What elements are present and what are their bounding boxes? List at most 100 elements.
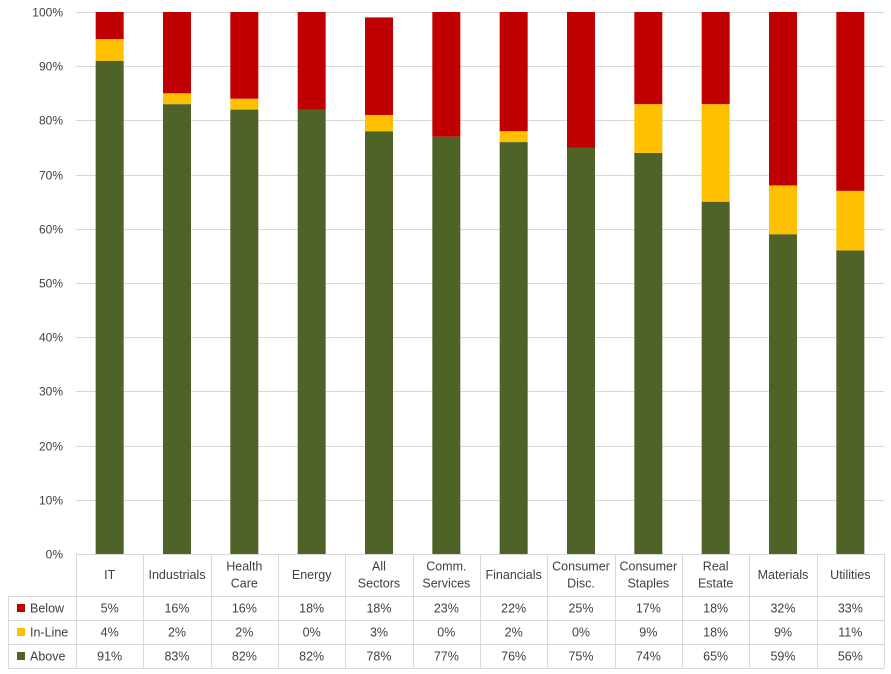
y-axis: 0% 10% 20% 30% 40% 50% 60% 70% 80% 90% 100%	[32, 6, 63, 562]
bar-segment-in-line	[836, 190, 865, 251]
table-cell-value: 23%	[434, 602, 459, 616]
table-cell-value: 2%	[168, 626, 186, 640]
y-tick-label: 40%	[39, 331, 63, 345]
bar-segment-in-line	[365, 114, 393, 132]
bar-segment-below	[230, 12, 259, 99]
table-cell-value: 18%	[366, 602, 391, 616]
bar-segment-in-line	[701, 104, 730, 202]
table-cell-value: 25%	[568, 602, 593, 616]
y-tick-label: 70%	[39, 169, 63, 183]
legend-label: Below	[30, 602, 65, 616]
table-cell-value: 0%	[437, 626, 455, 640]
bar-segment-below	[95, 12, 124, 40]
bar-segment-above	[769, 234, 797, 554]
y-tick-label: 60%	[39, 223, 63, 237]
table-cell-value: 9%	[639, 626, 657, 640]
category-label: Estate	[698, 577, 733, 591]
bar-segment-below	[297, 12, 326, 110]
y-tick-label: 80%	[39, 114, 63, 128]
legend-key-in-line	[17, 628, 25, 636]
category-label: Comm.	[426, 560, 466, 574]
category-label: Services	[422, 577, 470, 591]
category-label: Care	[231, 577, 258, 591]
bar-segment-below	[701, 12, 730, 105]
table-cell-value: 83%	[164, 650, 189, 664]
category-label: Materials	[758, 568, 809, 582]
category-label: Utilities	[830, 568, 870, 582]
y-tick-label: 50%	[39, 277, 63, 291]
table-cell-value: 77%	[434, 650, 459, 664]
bar-segment-in-line	[769, 185, 797, 235]
table-cell-value: 32%	[770, 602, 795, 616]
y-tick-label: 90%	[39, 60, 63, 74]
table-cell-value: 82%	[299, 650, 324, 664]
bar-segment-above	[836, 250, 865, 555]
table-cell-value: 56%	[838, 650, 863, 664]
legend-key-above	[17, 652, 25, 660]
bar-segment-above	[95, 60, 124, 554]
bar-segment-below	[567, 12, 595, 148]
table-cell-value: 16%	[164, 602, 189, 616]
table-cell-value: 0%	[572, 626, 590, 640]
bar-segment-below	[769, 12, 797, 186]
category-label: Disc.	[567, 577, 595, 591]
y-tick-label: 10%	[39, 494, 63, 508]
table-cell-value: 0%	[303, 626, 321, 640]
category-label: Consumer	[552, 560, 610, 574]
category-label: Staples	[627, 577, 669, 591]
table-cell-value: 18%	[703, 626, 728, 640]
y-tick-label: 0%	[46, 548, 64, 562]
bar-segment-below	[163, 12, 191, 94]
table-cell-value: 11%	[838, 626, 862, 640]
table-cell-value: 16%	[232, 602, 257, 616]
table-cell-value: 3%	[370, 626, 388, 640]
table-cell-value: 75%	[568, 650, 593, 664]
table-cell-value: 74%	[636, 650, 661, 664]
category-label: All	[372, 560, 386, 574]
category-label: Industrials	[149, 568, 206, 582]
data-table: IT Industrials Health Care Energy All Sectors C…	[8, 554, 885, 669]
bar-segment-in-line	[499, 131, 528, 143]
category-label: IT	[104, 568, 115, 582]
table-cell-value: 59%	[770, 650, 795, 664]
table-cell-value: 2%	[235, 626, 253, 640]
table-cell-value: 2%	[505, 626, 523, 640]
bar-segment-in-line	[163, 93, 191, 105]
table-cell-value: 17%	[636, 602, 661, 616]
category-label: Sectors	[358, 577, 400, 591]
bar-segment-above	[634, 152, 663, 555]
bar-segment-above	[163, 104, 191, 554]
table-cell-value: 76%	[501, 650, 526, 664]
table-cell-value: 78%	[366, 650, 391, 664]
bar-segment-above	[499, 142, 528, 554]
bars	[95, 12, 865, 555]
bar-segment-below	[432, 12, 461, 137]
grid-lines	[76, 12, 884, 555]
bar-segment-above	[230, 109, 259, 554]
bar-segment-above	[297, 109, 326, 554]
category-label: Real	[703, 560, 729, 574]
table-cell-value: 18%	[703, 602, 728, 616]
bar-segment-in-line	[634, 104, 663, 153]
table-cell-value: 5%	[101, 602, 119, 616]
bar-segment-above	[432, 136, 461, 554]
y-tick-label: 100%	[32, 6, 63, 20]
table-cell-value: 9%	[774, 626, 792, 640]
table-cell-value: 33%	[838, 602, 863, 616]
legend-key-below	[17, 604, 25, 612]
y-tick-label: 20%	[39, 440, 63, 454]
bar-segment-below	[634, 12, 663, 105]
legend-label: Above	[30, 650, 65, 664]
bar-segment-below	[836, 12, 865, 191]
bar-segment-below	[365, 17, 393, 115]
table-cell-value: 91%	[97, 650, 122, 664]
bar-segment-above	[567, 147, 595, 554]
table-cell-value: 4%	[101, 626, 119, 640]
table-cell-value: 18%	[299, 602, 324, 616]
category-label: Consumer	[619, 560, 677, 574]
bar-segment-in-line	[95, 39, 124, 61]
bar-segment-in-line	[230, 98, 259, 110]
bar-segment-above	[701, 201, 730, 554]
